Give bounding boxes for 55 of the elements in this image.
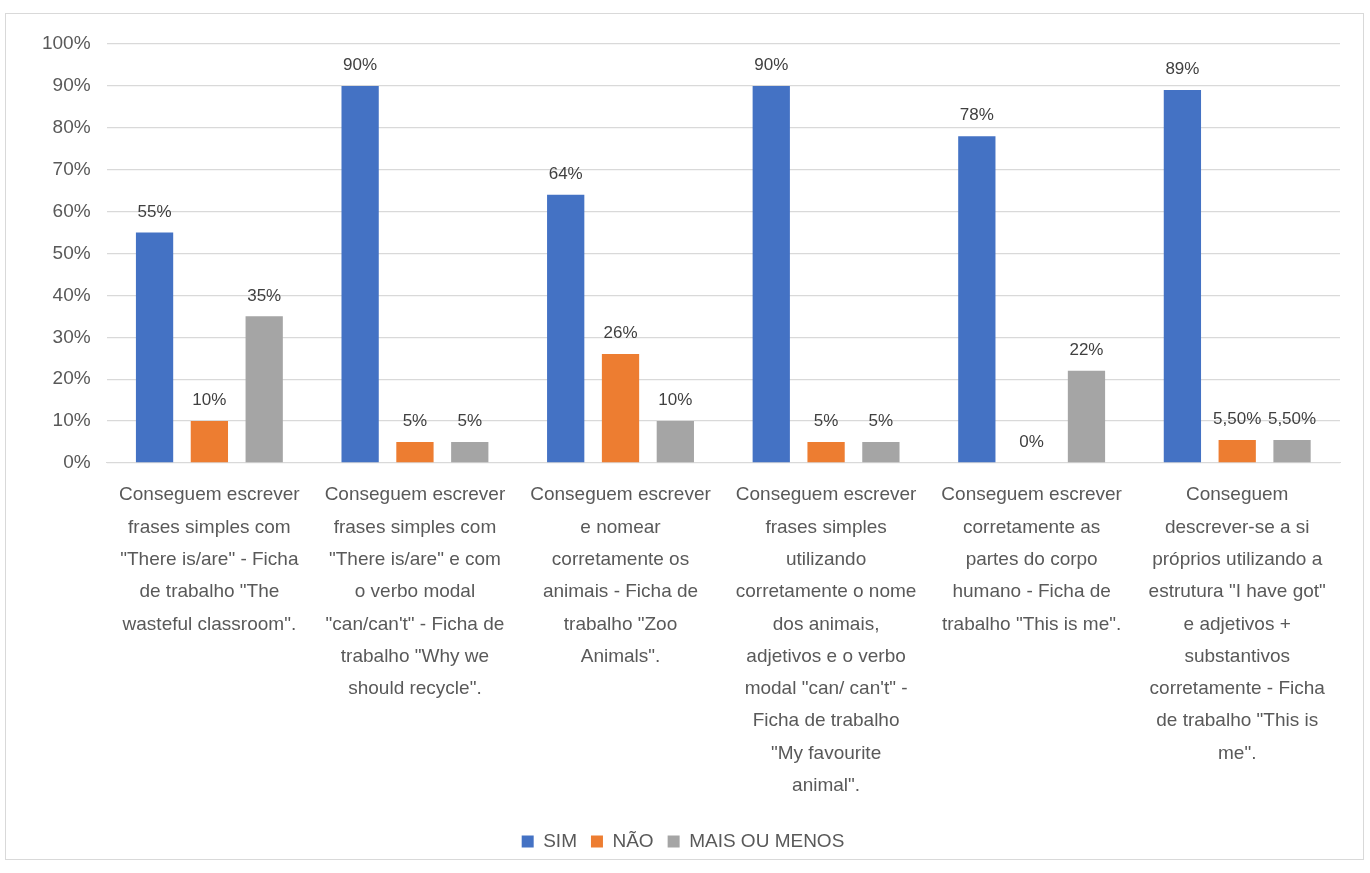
data-label: 5% (813, 411, 839, 431)
y-tick-label: 50% (52, 241, 91, 263)
x-tick-label: Conseguem escrever corretamente as partes do corpo humano - Ficha de trabalho "This is me". (941, 483, 1123, 634)
bar (135, 232, 174, 463)
data-label: 22% (1069, 340, 1104, 360)
bar (656, 421, 694, 463)
data-label: 5,50% (1213, 409, 1262, 429)
bar (862, 442, 900, 463)
y-tick-label: 70% (52, 157, 91, 179)
data-label: 10% (658, 390, 693, 410)
y-tick-label: 30% (52, 325, 91, 347)
bar (341, 85, 379, 463)
data-label: 0% (1019, 432, 1044, 452)
data-label: 89% (1165, 59, 1200, 79)
bar (547, 194, 585, 463)
data-label: 5,50% (1267, 409, 1317, 429)
x-tick-label: Conseguem escrever frases simples com "There is/are" - Ficha de trabalho "The wasteful classroom". (119, 483, 301, 634)
data-label: 55% (137, 201, 172, 221)
bar (807, 442, 845, 463)
data-label: 26% (603, 323, 638, 343)
bar (1067, 370, 1106, 463)
y-tick-label: 90% (52, 74, 91, 96)
category-label: Conseguem descrever-se a si próprios utilizando a estrutura "I have got" e adjetivos + substantivos corretamente - Ficha de trabalho "This is me". (1148, 483, 1326, 763)
legend-label: NÃO (612, 829, 654, 851)
data-label: 78% (959, 105, 994, 125)
bar (958, 136, 996, 463)
data-label: 5% (457, 411, 483, 431)
bar (245, 316, 283, 463)
y-tick-label: 60% (52, 199, 91, 221)
y-tick-label: 40% (52, 283, 91, 305)
bar (601, 354, 640, 463)
bar (752, 85, 790, 463)
bar (1218, 439, 1256, 463)
legend-label: MAIS OU MENOS (689, 829, 845, 851)
data-label: 64% (548, 164, 583, 184)
bar (190, 421, 229, 463)
x-tick-label: Conseguem escrever frases simples com "There is/are" e com o verbo modal "can/can't" - Ficha de trabalho "Why we should recycle". (324, 483, 506, 699)
data-label: 5% (868, 411, 894, 431)
y-tick-label: 80% (52, 116, 91, 138)
bar (396, 442, 434, 463)
category-label: Conseguem escrever frases simples utilizando corretamente o nome dos animais, adjetivos e o verbo modal "can/ can't" - Ficha de trabalho "My favourite animal". (735, 483, 917, 796)
y-tick-label: 100% (41, 32, 91, 54)
data-label: 90% (343, 55, 378, 75)
data-label: 5% (402, 411, 428, 431)
bar (451, 442, 489, 463)
x-tick-label: Conseguem escrever e nomear corretamente os animais - Ficha de trabalho "Zoo Animals". (530, 483, 712, 666)
bar (1273, 439, 1311, 463)
y-tick-label: 0% (63, 451, 91, 473)
y-tick-label: 10% (52, 409, 91, 431)
y-tick-label: 20% (52, 367, 91, 389)
data-label: 10% (192, 390, 227, 410)
legend-label: SIM (543, 829, 577, 851)
bar (1163, 90, 1202, 463)
data-label: 90% (754, 55, 789, 75)
data-label: 35% (247, 285, 282, 305)
